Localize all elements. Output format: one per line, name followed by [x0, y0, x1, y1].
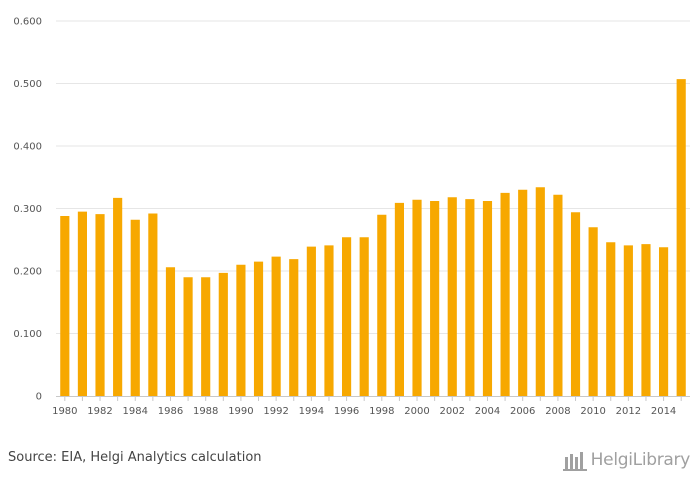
- bar-1982[interactable]: [95, 214, 105, 396]
- bar-1994[interactable]: [306, 246, 316, 396]
- bar-2012[interactable]: [623, 245, 633, 396]
- y-axis: 0 0.100 0.200 0.300 0.400 0.500 0.600: [13, 17, 42, 403]
- x-tick-label: 2006: [510, 406, 535, 417]
- bar-2014[interactable]: [659, 247, 669, 396]
- bar-1993[interactable]: [289, 259, 299, 396]
- source-note: Source: EIA, Helgi Analytics calculation: [8, 450, 262, 465]
- bar-1985[interactable]: [148, 213, 158, 397]
- bar-1984[interactable]: [130, 219, 140, 396]
- bar-1988[interactable]: [201, 277, 211, 396]
- bar-1999[interactable]: [394, 202, 404, 396]
- x-tick-label: 1990: [228, 406, 253, 417]
- bar-2002[interactable]: [447, 197, 457, 396]
- x-tick-label: 1998: [369, 406, 394, 417]
- y-tick-label: 0.200: [13, 267, 42, 278]
- x-tick-label: 1986: [158, 406, 183, 417]
- x-tick-label: 2012: [616, 406, 641, 417]
- bar-1980[interactable]: [60, 216, 70, 396]
- x-tick-label: 1988: [193, 406, 218, 417]
- bar-1992[interactable]: [271, 256, 281, 396]
- x-tick-label: 2010: [580, 406, 605, 417]
- x-tick-label: 1984: [123, 406, 148, 417]
- bar-1989[interactable]: [218, 272, 228, 396]
- y-tick-label: 0.300: [13, 204, 42, 215]
- x-tick-label: 1980: [52, 406, 77, 417]
- bar-2007[interactable]: [535, 187, 545, 396]
- bar-2003[interactable]: [465, 199, 475, 396]
- x-tick-label: 2004: [475, 406, 500, 417]
- bar-1997[interactable]: [359, 237, 369, 396]
- x-tick-label: 1992: [263, 406, 288, 417]
- bar-2010[interactable]: [588, 227, 598, 396]
- bar-1991[interactable]: [253, 261, 264, 396]
- bar-2009[interactable]: [570, 212, 581, 396]
- y-tick-label: 0.500: [13, 79, 42, 90]
- bar-2000[interactable]: [412, 199, 422, 396]
- x-tick-label: 2014: [651, 406, 676, 417]
- bar-1987[interactable]: [183, 277, 193, 396]
- x-tick-label: 2008: [545, 406, 570, 417]
- bar-1986[interactable]: [165, 267, 176, 396]
- brand-logo[interactable]: HelgiLibrary: [562, 446, 691, 474]
- bar-1995[interactable]: [324, 245, 334, 396]
- x-tick-label: 2000: [404, 406, 429, 417]
- bar-2013[interactable]: [641, 244, 651, 396]
- library-icon: [562, 452, 587, 471]
- x-tick-label: 1996: [334, 406, 359, 417]
- y-tick-label: 0.600: [13, 17, 42, 28]
- bar-1983[interactable]: [113, 197, 123, 396]
- chart-footer: Source: EIA, Helgi Analytics calculation…: [0, 440, 700, 483]
- bar-series: [60, 79, 686, 396]
- x-tick-label: 2002: [440, 406, 465, 417]
- bar-1990[interactable]: [236, 264, 246, 396]
- bar-2011[interactable]: [606, 242, 616, 396]
- y-tick-label: 0.100: [13, 329, 42, 340]
- bar-1998[interactable]: [377, 214, 387, 396]
- y-tick-label: 0.400: [13, 142, 42, 153]
- bar-2015[interactable]: [676, 79, 686, 396]
- y-tick-label: 0: [36, 392, 42, 403]
- x-tick-label: 1982: [87, 406, 112, 417]
- bar-chart: 0 0.100 0.200 0.300 0.400 0.500 0.600 1980 1982…: [13, 17, 690, 417]
- bar-2005[interactable]: [500, 192, 510, 396]
- bar-2008[interactable]: [553, 194, 563, 396]
- brand-name: HelgiLibrary: [590, 450, 691, 470]
- x-tick-label: 1994: [299, 406, 324, 417]
- x-axis: 1980 1982 1984 1986 1988 1990 1992 1994 1996 1998…: [52, 396, 682, 417]
- bar-1996[interactable]: [342, 237, 352, 396]
- bar-2004[interactable]: [482, 201, 493, 396]
- gridlines: [56, 20, 690, 334]
- bar-1981[interactable]: [77, 211, 87, 396]
- bar-2006[interactable]: [518, 189, 528, 396]
- bar-2001[interactable]: [430, 201, 440, 396]
